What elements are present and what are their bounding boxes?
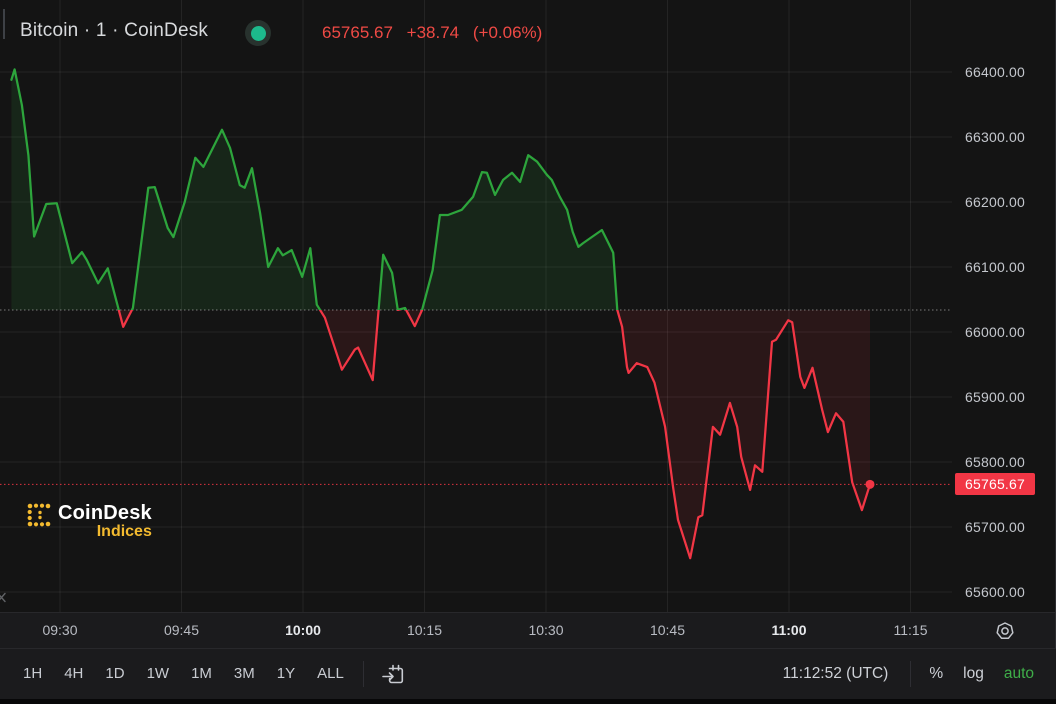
time-axis[interactable]: 09:30 09:45 10:00 10:15 10:30 10:45 11:00 11:15 bbox=[0, 612, 1056, 648]
time-tick-label: 09:30 bbox=[42, 622, 78, 638]
price-change-pct: (+0.06%) bbox=[472, 23, 543, 42]
time-tick-label: 11:00 bbox=[771, 622, 807, 638]
range-button-1w[interactable]: 1W bbox=[146, 665, 170, 682]
time-tick-label: 10:00 bbox=[285, 622, 321, 638]
price-tick-label: 66400.00 bbox=[965, 64, 1025, 80]
time-tick-label: 10:15 bbox=[406, 622, 443, 638]
price-tick-label: 65900.00 bbox=[965, 389, 1025, 405]
price-tick-label: 65600.00 bbox=[965, 584, 1025, 600]
price-tick-label: 66200.00 bbox=[965, 194, 1025, 210]
collapse-handle-icon[interactable] bbox=[0, 592, 7, 603]
gear-icon[interactable] bbox=[993, 619, 1017, 643]
range-button-1d[interactable]: 1D bbox=[105, 665, 125, 682]
price-tick-label: 65700.00 bbox=[965, 519, 1025, 535]
bottom-toolbar: 1H 4H 1D 1W 1M 3M 1Y ALL 11:12:52 (UTC) % log aut… bbox=[0, 648, 1056, 699]
range-button-1y[interactable]: 1Y bbox=[276, 665, 296, 682]
range-button-3m[interactable]: 3M bbox=[233, 665, 255, 682]
time-tick-label: 10:45 bbox=[649, 622, 686, 638]
price-axis[interactable]: 65765.67 66400.00 66300.00 66200.00 66100.0… bbox=[952, 0, 1056, 612]
status-dot-inner bbox=[250, 25, 266, 41]
logo-brand-text: CoinDesk bbox=[58, 502, 152, 524]
scale-buttons: % log auto bbox=[919, 665, 1044, 683]
logo-sub-text: Indices bbox=[96, 523, 152, 540]
legend-price-row: 65765.67 +38.74 (+0.06%) bbox=[322, 23, 551, 43]
range-button-1m[interactable]: 1M bbox=[191, 665, 212, 682]
price-tick-label: 65800.00 bbox=[965, 454, 1025, 470]
range-button-1h[interactable]: 1H bbox=[23, 665, 43, 682]
price-tick-label: 66300.00 bbox=[965, 129, 1025, 145]
window-edge-artifact bbox=[3, 9, 5, 39]
coindesk-indices-logo[interactable]: CoinDesk Indices bbox=[26, 502, 152, 541]
price-tick-label: 66100.00 bbox=[965, 259, 1025, 275]
coindesk-logo-icon bbox=[27, 503, 51, 527]
last-price-value: 65765.67 bbox=[322, 23, 393, 42]
price-change-abs: +38.74 bbox=[406, 23, 460, 42]
toolbar-divider bbox=[910, 661, 912, 687]
last-price-tag: 65765.67 bbox=[955, 473, 1035, 496]
range-button-4h[interactable]: 4H bbox=[64, 665, 84, 682]
bottom-strip bbox=[0, 699, 1056, 704]
scale-button-percent[interactable]: % bbox=[929, 665, 944, 682]
toolbar-divider bbox=[362, 661, 364, 687]
market-status-dot-icon[interactable] bbox=[245, 20, 271, 46]
time-tick-label: 10:30 bbox=[528, 622, 564, 638]
scale-button-log[interactable]: log bbox=[963, 665, 984, 682]
price-chart-canvas[interactable] bbox=[0, 0, 1056, 612]
symbol-title[interactable]: Bitcoin · 1 · CoinDesk bbox=[20, 20, 209, 41]
price-tick-label: 66000.00 bbox=[965, 324, 1025, 340]
time-tick-label: 11:15 bbox=[893, 622, 928, 638]
goto-date-icon[interactable] bbox=[380, 661, 406, 687]
scale-button-auto[interactable]: auto bbox=[1003, 665, 1034, 682]
range-buttons: 1H 4H 1D 1W 1M 3M 1Y ALL bbox=[12, 658, 355, 690]
time-tick-label: 09:45 bbox=[163, 622, 200, 638]
range-button-all[interactable]: ALL bbox=[317, 665, 344, 682]
clock-utc[interactable]: 11:12:52 (UTC) bbox=[782, 665, 889, 682]
